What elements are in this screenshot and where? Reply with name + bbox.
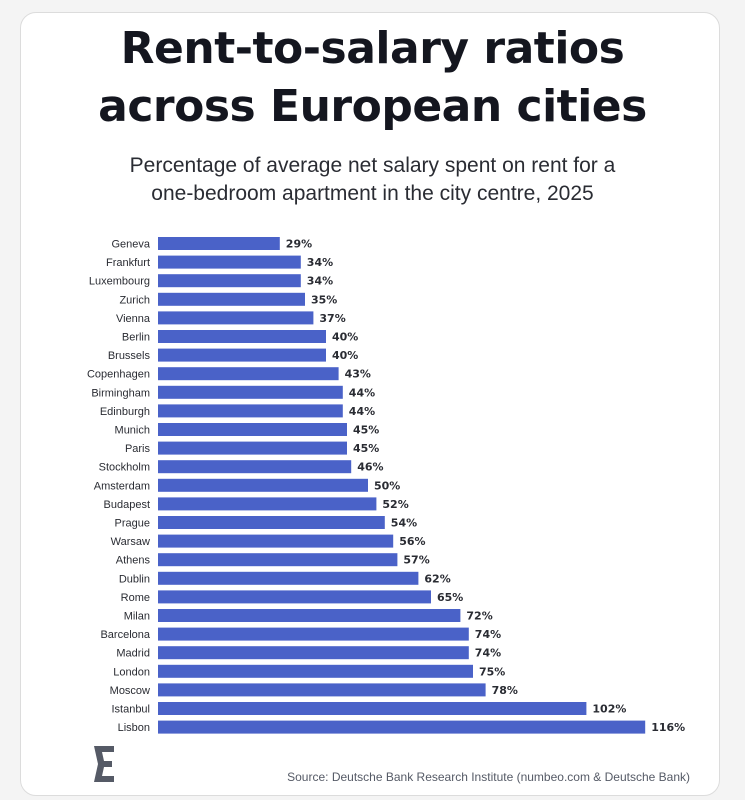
category-label-zurich: Zurich xyxy=(119,294,150,306)
value-label-dublin: 62% xyxy=(424,572,450,585)
bar-frankfurt xyxy=(158,255,301,269)
value-label-moscow: 78% xyxy=(492,684,518,697)
category-label-budapest: Budapest xyxy=(104,499,150,511)
value-label-barcelona: 74% xyxy=(475,628,501,641)
chart-title: Rent-to-salary ratios across European ci… xyxy=(0,20,745,136)
value-label-munich: 45% xyxy=(353,424,379,437)
category-label-berlin: Berlin xyxy=(122,332,150,344)
bar-zurich xyxy=(158,292,305,306)
value-label-edinburgh: 44% xyxy=(349,405,375,418)
value-label-prague: 54% xyxy=(391,517,417,530)
category-label-istanbul: Istanbul xyxy=(111,704,150,716)
value-label-lisbon: 116% xyxy=(651,721,685,734)
value-label-rome: 65% xyxy=(437,591,463,604)
value-label-warsaw: 56% xyxy=(399,535,425,548)
category-label-warsaw: Warsaw xyxy=(111,536,150,548)
category-label-athens: Athens xyxy=(116,555,151,567)
bar-london xyxy=(158,664,473,678)
category-label-moscow: Moscow xyxy=(110,685,150,697)
bar-copenhagen xyxy=(158,367,339,381)
bar-amsterdam xyxy=(158,478,368,492)
bar-munich xyxy=(158,423,347,436)
source-note: Source: Deutsche Bank Research Institute… xyxy=(287,770,690,784)
category-label-munich: Munich xyxy=(115,425,150,437)
value-label-madrid: 74% xyxy=(475,647,501,660)
category-label-geneva: Geneva xyxy=(111,239,150,251)
value-label-birmingham: 44% xyxy=(349,386,375,399)
value-label-berlin: 40% xyxy=(332,331,358,344)
chart-subtitle-line-2: one-bedroom apartment in the city centre… xyxy=(151,182,594,205)
category-label-vienna: Vienna xyxy=(116,313,151,325)
value-label-milan: 72% xyxy=(466,610,492,623)
value-label-brussels: 40% xyxy=(332,349,358,362)
category-label-stockholm: Stockholm xyxy=(99,462,150,474)
category-label-barcelona: Barcelona xyxy=(100,629,150,641)
bar-athens xyxy=(158,553,398,567)
category-label-milan: Milan xyxy=(124,611,150,623)
bar-brussels xyxy=(158,348,326,362)
category-label-luxembourg: Luxembourg xyxy=(89,276,150,288)
category-label-rome: Rome xyxy=(121,592,150,604)
bar-istanbul xyxy=(158,702,587,715)
bar-moscow xyxy=(158,683,486,697)
value-label-london: 75% xyxy=(479,665,505,678)
bar-berlin xyxy=(158,330,326,343)
category-label-copenhagen: Copenhagen xyxy=(87,369,150,381)
value-label-vienna: 37% xyxy=(319,312,345,325)
bar-edinburgh xyxy=(158,404,343,418)
category-label-london: London xyxy=(113,666,150,678)
category-label-edinburgh: Edinburgh xyxy=(100,406,150,418)
bar-prague xyxy=(158,516,385,529)
value-label-paris: 45% xyxy=(353,442,379,455)
chart-title-line-1: Rent-to-salary ratios xyxy=(120,23,625,74)
bar-vienna xyxy=(158,311,314,325)
bar-luxembourg xyxy=(158,274,301,288)
category-label-amsterdam: Amsterdam xyxy=(94,480,150,492)
bar-lisbon xyxy=(158,720,646,734)
value-label-geneva: 29% xyxy=(286,238,312,251)
value-label-stockholm: 46% xyxy=(357,461,383,474)
category-label-paris: Paris xyxy=(125,443,151,455)
category-label-madrid: Madrid xyxy=(116,648,150,660)
bar-budapest xyxy=(158,497,377,511)
value-label-budapest: 52% xyxy=(382,498,408,511)
bar-dublin xyxy=(158,571,419,585)
chart-title-line-2: across European cities xyxy=(98,81,647,132)
bar-madrid xyxy=(158,646,469,660)
category-label-lisbon: Lisbon xyxy=(118,722,150,734)
category-label-frankfurt: Frankfurt xyxy=(106,257,150,269)
value-label-copenhagen: 43% xyxy=(345,368,371,381)
bar-birmingham xyxy=(158,385,343,399)
bar-geneva xyxy=(158,237,280,250)
bar-stockholm xyxy=(158,460,352,474)
chart-subtitle-line-1: Percentage of average net salary spent o… xyxy=(129,154,616,177)
value-label-amsterdam: 50% xyxy=(374,479,400,492)
category-label-brussels: Brussels xyxy=(108,350,151,362)
value-label-luxembourg: 34% xyxy=(307,275,333,288)
stylized-e-logo-icon xyxy=(94,746,114,782)
category-label-dublin: Dublin xyxy=(119,573,150,585)
chart-subtitle: Percentage of average net salary spent o… xyxy=(0,152,745,208)
bar-warsaw xyxy=(158,534,394,548)
value-label-istanbul: 102% xyxy=(592,703,626,716)
value-label-zurich: 35% xyxy=(311,293,337,306)
bar-paris xyxy=(158,441,347,455)
value-label-frankfurt: 34% xyxy=(307,256,333,269)
bar-milan xyxy=(158,609,461,622)
value-label-athens: 57% xyxy=(403,554,429,567)
bar-barcelona xyxy=(158,627,469,641)
category-label-prague: Prague xyxy=(115,518,150,530)
bar-rome xyxy=(158,590,431,604)
category-label-birmingham: Birmingham xyxy=(91,387,150,399)
